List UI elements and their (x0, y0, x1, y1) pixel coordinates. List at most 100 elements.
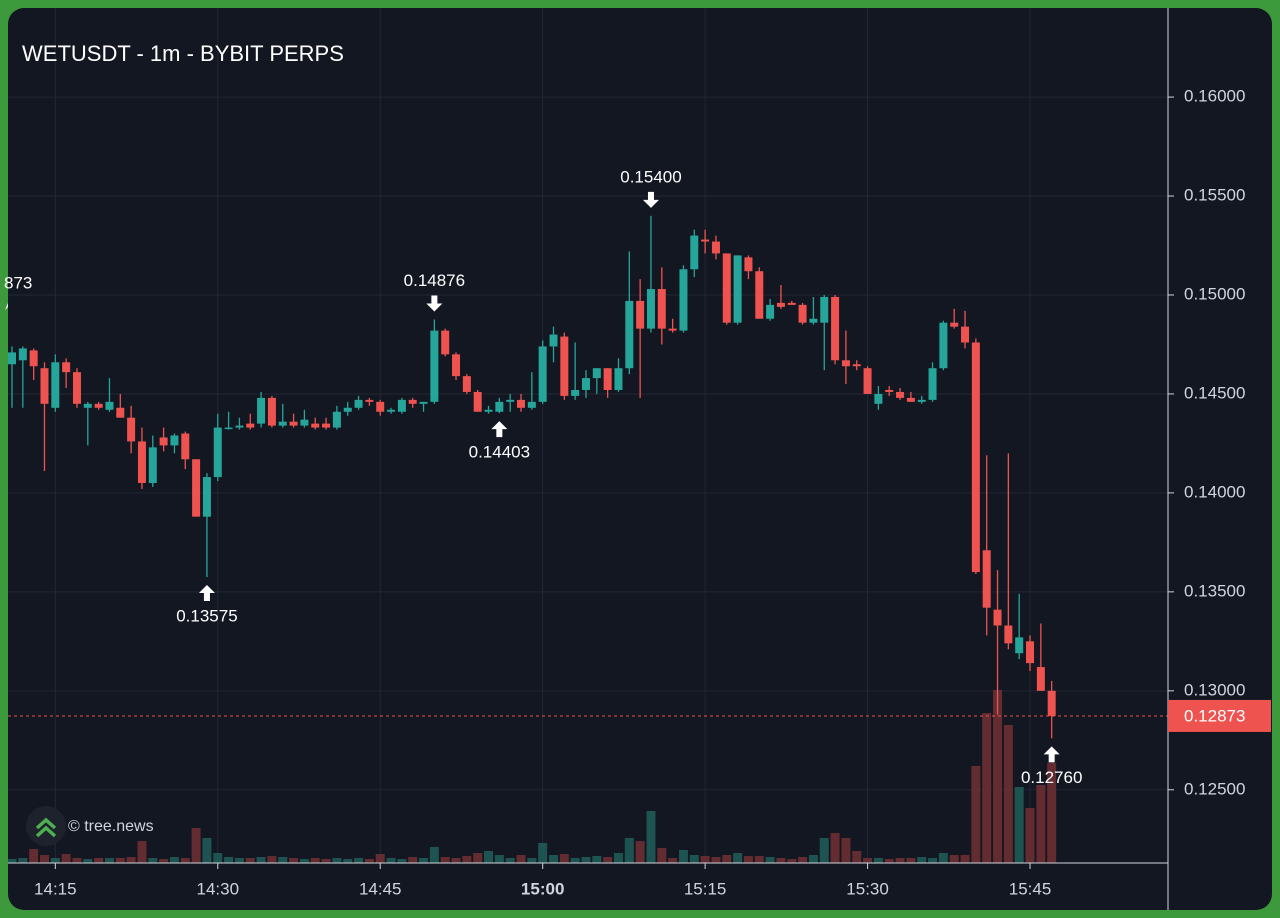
volume-bar (224, 857, 234, 863)
candle-body (896, 391, 905, 398)
candle-body (1036, 667, 1045, 691)
candle-body (62, 362, 71, 373)
volume-bar (603, 857, 613, 863)
annotation-arrow (491, 421, 508, 438)
candle-body (257, 397, 266, 424)
candle-body (939, 322, 948, 369)
candle-body (40, 368, 49, 404)
y-tick-label: 0.13500 (1184, 581, 1245, 600)
candle-body (116, 407, 125, 418)
x-tick-label: 14:45 (359, 879, 402, 898)
volume-bar (743, 856, 753, 863)
volume-bar (169, 857, 179, 863)
volume-bar (635, 841, 645, 863)
volume-bar (960, 855, 970, 863)
volume-bar (938, 853, 948, 863)
volume-bar (646, 811, 656, 863)
volume-bar (462, 856, 472, 863)
candle-body (722, 253, 731, 323)
candle-body (332, 411, 341, 428)
candle-body (322, 423, 331, 428)
volume-bar (419, 858, 429, 863)
candle-body (246, 423, 255, 428)
y-tick-label: 0.15500 (1184, 186, 1245, 205)
volume-bar (256, 857, 266, 863)
candle-body (527, 401, 536, 408)
volume-bar (700, 856, 710, 863)
annotation-label: 0.14403 (469, 443, 530, 462)
candle-body (982, 550, 991, 608)
candle-body (625, 300, 634, 369)
candle-body (148, 447, 157, 483)
volume-bar (94, 858, 104, 863)
candle-body (549, 334, 558, 347)
volume-bar (1003, 725, 1013, 863)
candle-body (387, 409, 396, 412)
volume-bar (440, 857, 450, 863)
chart-title: WETUSDT - 1m - BYBIT PERPS (22, 41, 344, 66)
volume-bar (494, 855, 504, 863)
volume-bar (581, 857, 591, 863)
candle-body (1004, 625, 1013, 644)
candle-body (950, 322, 959, 327)
volume-bar (234, 858, 244, 863)
volume-bar (830, 833, 840, 863)
candle-body (787, 302, 796, 305)
watermark-text: © tree.news (68, 818, 154, 835)
candle-body (961, 326, 970, 343)
candle-body (29, 350, 38, 367)
volume-bar (267, 856, 277, 863)
volume-bar (733, 853, 743, 863)
volume-bar (873, 858, 883, 863)
volume-bar (1014, 787, 1024, 863)
volume-bar (397, 859, 407, 863)
candle-body (267, 397, 276, 426)
candle-body (51, 362, 60, 408)
y-tick-label: 0.15000 (1184, 284, 1245, 303)
x-tick-label: 15:00 (521, 879, 564, 898)
candle-body (820, 296, 829, 323)
volume-bar (8, 859, 17, 863)
volume-bar (863, 858, 873, 863)
candle-body (809, 318, 818, 323)
candle-body (137, 441, 146, 483)
last-price-tag (1168, 699, 1271, 732)
volume-bar (776, 858, 786, 863)
x-tick-label: 14:30 (196, 879, 239, 898)
volume-bar (213, 853, 223, 863)
volume-bar (354, 858, 364, 863)
volume-bar (72, 858, 82, 863)
candle-body (776, 302, 785, 307)
candle-body (202, 477, 211, 517)
volume-bar (1025, 808, 1035, 863)
volume-bar (798, 857, 808, 863)
candle-body (1026, 641, 1035, 664)
volume-bar (299, 859, 309, 863)
volume-bar (148, 858, 158, 863)
candle-body (506, 399, 515, 402)
candle-body (83, 403, 92, 408)
volume-bar (115, 858, 125, 863)
volume-bar (570, 858, 580, 863)
volume-bar (386, 858, 396, 863)
candle-body (657, 289, 666, 329)
annotation-arrow (198, 585, 215, 602)
candle-body (300, 419, 309, 426)
candle-body (213, 427, 222, 478)
candle-body (701, 239, 710, 242)
candle-body (278, 421, 287, 426)
volume-bar (906, 858, 916, 863)
candle-body (170, 435, 179, 446)
edge-arrow (5, 303, 8, 310)
volume-bar (819, 838, 829, 863)
volume-bar (408, 857, 418, 863)
volume-bar (722, 855, 732, 863)
candle-body (733, 255, 742, 323)
candle-body (441, 330, 450, 355)
volume-bar (787, 859, 797, 863)
volume-bar (549, 855, 558, 863)
volume-bar (278, 857, 288, 863)
last-price-label: 0.12873 (1184, 706, 1245, 725)
candle-body (430, 330, 439, 402)
